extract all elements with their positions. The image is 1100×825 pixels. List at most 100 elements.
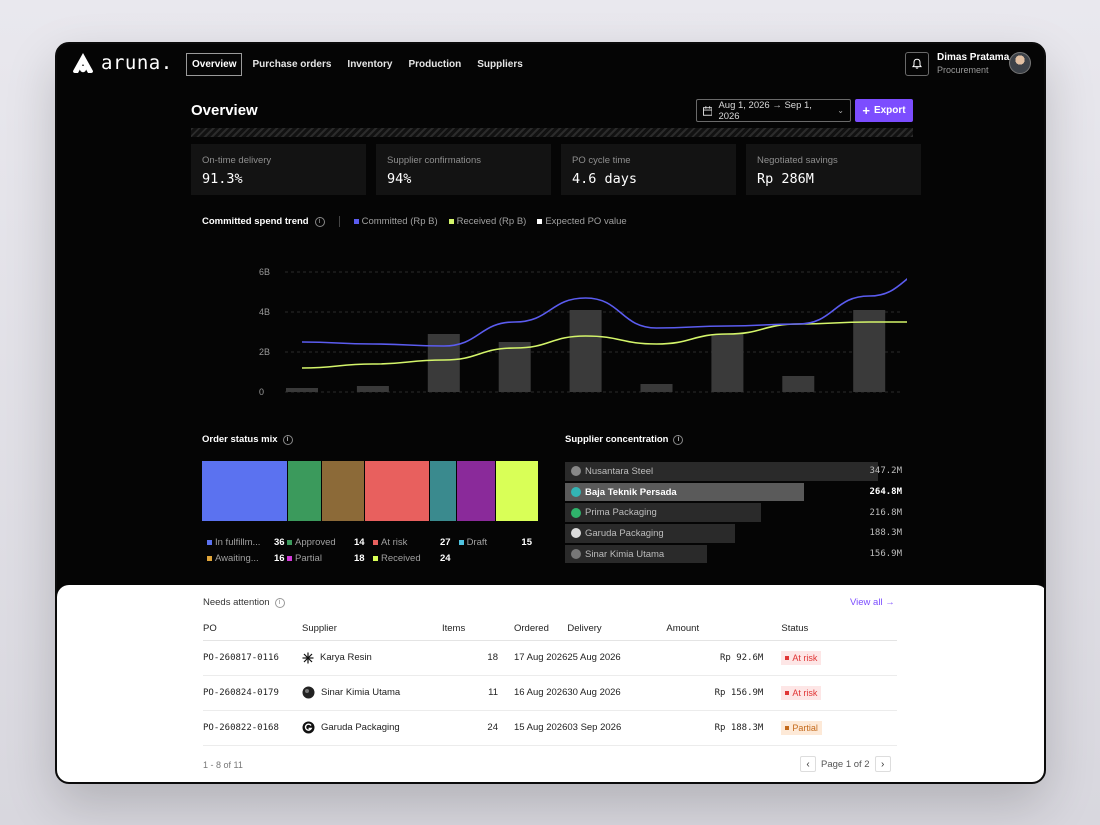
status-cell: At risk — [763, 640, 897, 676]
legend-label: Committed (Rp B) — [361, 216, 438, 227]
view-all-link[interactable]: View all → — [850, 597, 895, 608]
brand-logo[interactable]: aruna. — [71, 52, 173, 74]
nav-overview[interactable]: Overview — [186, 53, 243, 76]
date-range-picker[interactable]: Aug 1, 2026 → Sep 1, 2026 ⌄ — [696, 99, 851, 122]
page-title: Overview — [191, 102, 258, 119]
kpi-label: Supplier confirmations — [387, 155, 481, 166]
expected-po-bar[interactable] — [498, 342, 531, 392]
column-header[interactable]: Ordered — [498, 618, 568, 641]
expected-po-bar[interactable] — [782, 376, 815, 392]
export-button[interactable]: + Export — [855, 99, 913, 122]
info-icon[interactable]: i — [314, 216, 325, 227]
info-icon[interactable]: i — [282, 434, 293, 445]
top-navbar: aruna. Overview Purchase orders Inventor… — [57, 44, 1044, 84]
supplier-name: Garuda Packaging — [565, 528, 664, 539]
notifications-button[interactable] — [905, 52, 929, 76]
status-legend-item[interactable]: Approved 14 — [287, 537, 373, 548]
avatar[interactable] — [1009, 52, 1031, 74]
expected-po-bar[interactable] — [711, 334, 744, 392]
column-header[interactable]: Delivery — [567, 618, 667, 641]
delivery-date: 25 Aug 2026 — [567, 640, 667, 676]
status-segment[interactable] — [495, 461, 538, 521]
supplier-cell: Garuda Packaging — [302, 710, 442, 746]
status-segment[interactable] — [287, 461, 321, 521]
legend-label: Expected PO value — [545, 216, 627, 227]
committed-line[interactable] — [301, 266, 907, 347]
status-segment[interactable] — [429, 461, 456, 521]
column-header[interactable]: PO — [203, 618, 302, 641]
table-row[interactable]: PO-260824-0179 Sinar Kimia Utama 11 16 A… — [203, 675, 897, 711]
status-legend-item[interactable]: At risk 27 — [373, 537, 459, 548]
nav-inventory[interactable]: Inventory — [347, 59, 393, 70]
supplier-name-label: Baja Teknik Persada — [585, 486, 677, 498]
items-count: 18 — [442, 640, 498, 676]
expected-po-bar[interactable] — [356, 386, 389, 392]
nav-purchase-orders[interactable]: Purchase orders — [252, 59, 332, 70]
supplier-name: Nusantara Steel — [565, 466, 653, 477]
expected-po-bar[interactable] — [853, 310, 886, 392]
legend-swatch — [459, 540, 464, 545]
supplier-name: Prima Packaging — [565, 507, 657, 518]
nav-suppliers[interactable]: Suppliers — [477, 59, 523, 70]
kpi-row: On-time delivery 91.3% Supplier confirma… — [191, 144, 921, 195]
table-row[interactable]: PO-260822-0168 Garuda Packaging 24 15 Au… — [203, 710, 897, 746]
aruna-logo-icon — [73, 53, 93, 73]
supplier-name: Sinar Kimia Utama — [321, 687, 401, 698]
received-line[interactable] — [301, 321, 907, 369]
info-icon[interactable]: i — [673, 434, 684, 445]
status-segment[interactable] — [202, 461, 287, 521]
status-label: Partial — [295, 553, 322, 564]
user-menu[interactable]: Dimas Pratama Procurement — [937, 52, 1009, 75]
status-legend-item[interactable]: In fulfillm... 36 — [207, 537, 287, 548]
status-legend-item[interactable]: Partial 18 — [287, 553, 373, 564]
info-icon[interactable]: i — [274, 597, 285, 608]
expected-po-bar[interactable] — [640, 384, 673, 392]
amount: Rp 188.3M — [666, 710, 764, 746]
y-tick-label: 4B — [259, 307, 270, 317]
status-segment[interactable] — [456, 461, 495, 521]
items-count: 24 — [442, 710, 498, 746]
status-segment[interactable] — [321, 461, 365, 521]
supplier-share-bar — [565, 524, 735, 543]
status-label: Draft — [466, 537, 488, 548]
expected-po-bar[interactable] — [286, 388, 318, 392]
bell-icon — [912, 58, 922, 69]
supplier-name: Sinar Kimia Utama — [565, 549, 664, 560]
kpi-value: 91.3% — [202, 171, 243, 187]
supplier-row[interactable]: Baja Teknik Persada 264.8M — [565, 482, 902, 503]
status-legend-item[interactable]: Received 24 — [373, 553, 459, 564]
po-number[interactable]: PO-260822-0168 — [203, 710, 302, 746]
supplier-row[interactable]: Sinar Kimia Utama 156.9M — [565, 544, 902, 565]
supplier-row[interactable]: Garuda Packaging 188.3M — [565, 523, 902, 544]
g-icon — [302, 721, 315, 734]
table-header-row: PO Supplier Items Ordered Delivery Amoun… — [203, 618, 897, 641]
column-header[interactable]: Status — [763, 618, 897, 641]
y-tick-label: 2B — [259, 347, 270, 357]
nav-production[interactable]: Production — [408, 59, 462, 70]
legend-committed: Committed (Rp B) — [353, 216, 438, 227]
status-legend-item[interactable]: Awaiting... 16 — [207, 553, 287, 564]
column-header[interactable]: Amount — [666, 618, 764, 641]
column-header[interactable]: Items — [442, 618, 498, 641]
ordered-date: 17 Aug 2026 — [498, 640, 568, 676]
column-header[interactable]: Supplier — [302, 618, 442, 641]
expected-po-bar[interactable] — [569, 310, 602, 392]
supplier-row[interactable]: Prima Packaging 216.8M — [565, 502, 902, 523]
next-page-button[interactable]: › — [874, 756, 891, 772]
table-row[interactable]: PO-260817-0116 Karya Resin 18 17 Aug 202… — [203, 640, 897, 676]
trend-chart-title: Committed spend trend — [202, 216, 309, 227]
po-number[interactable]: PO-260824-0179 — [203, 675, 302, 711]
supplier-row[interactable]: Nusantara Steel 347.2M — [565, 461, 902, 482]
supplier-name-label: Prima Packaging — [585, 507, 657, 519]
legend-label: Received (Rp B) — [456, 216, 527, 227]
legend-swatch — [373, 540, 378, 545]
status-segment[interactable] — [365, 461, 429, 521]
po-number[interactable]: PO-260817-0116 — [203, 640, 302, 676]
status-label: At risk — [792, 687, 818, 698]
legend-swatch — [287, 540, 292, 545]
prev-page-button[interactable]: ‹ — [800, 756, 816, 772]
expected-po-bar[interactable] — [427, 334, 460, 392]
status-legend-item[interactable]: Draft 15 — [459, 537, 532, 548]
supplier-amount: 188.3M — [869, 528, 902, 539]
